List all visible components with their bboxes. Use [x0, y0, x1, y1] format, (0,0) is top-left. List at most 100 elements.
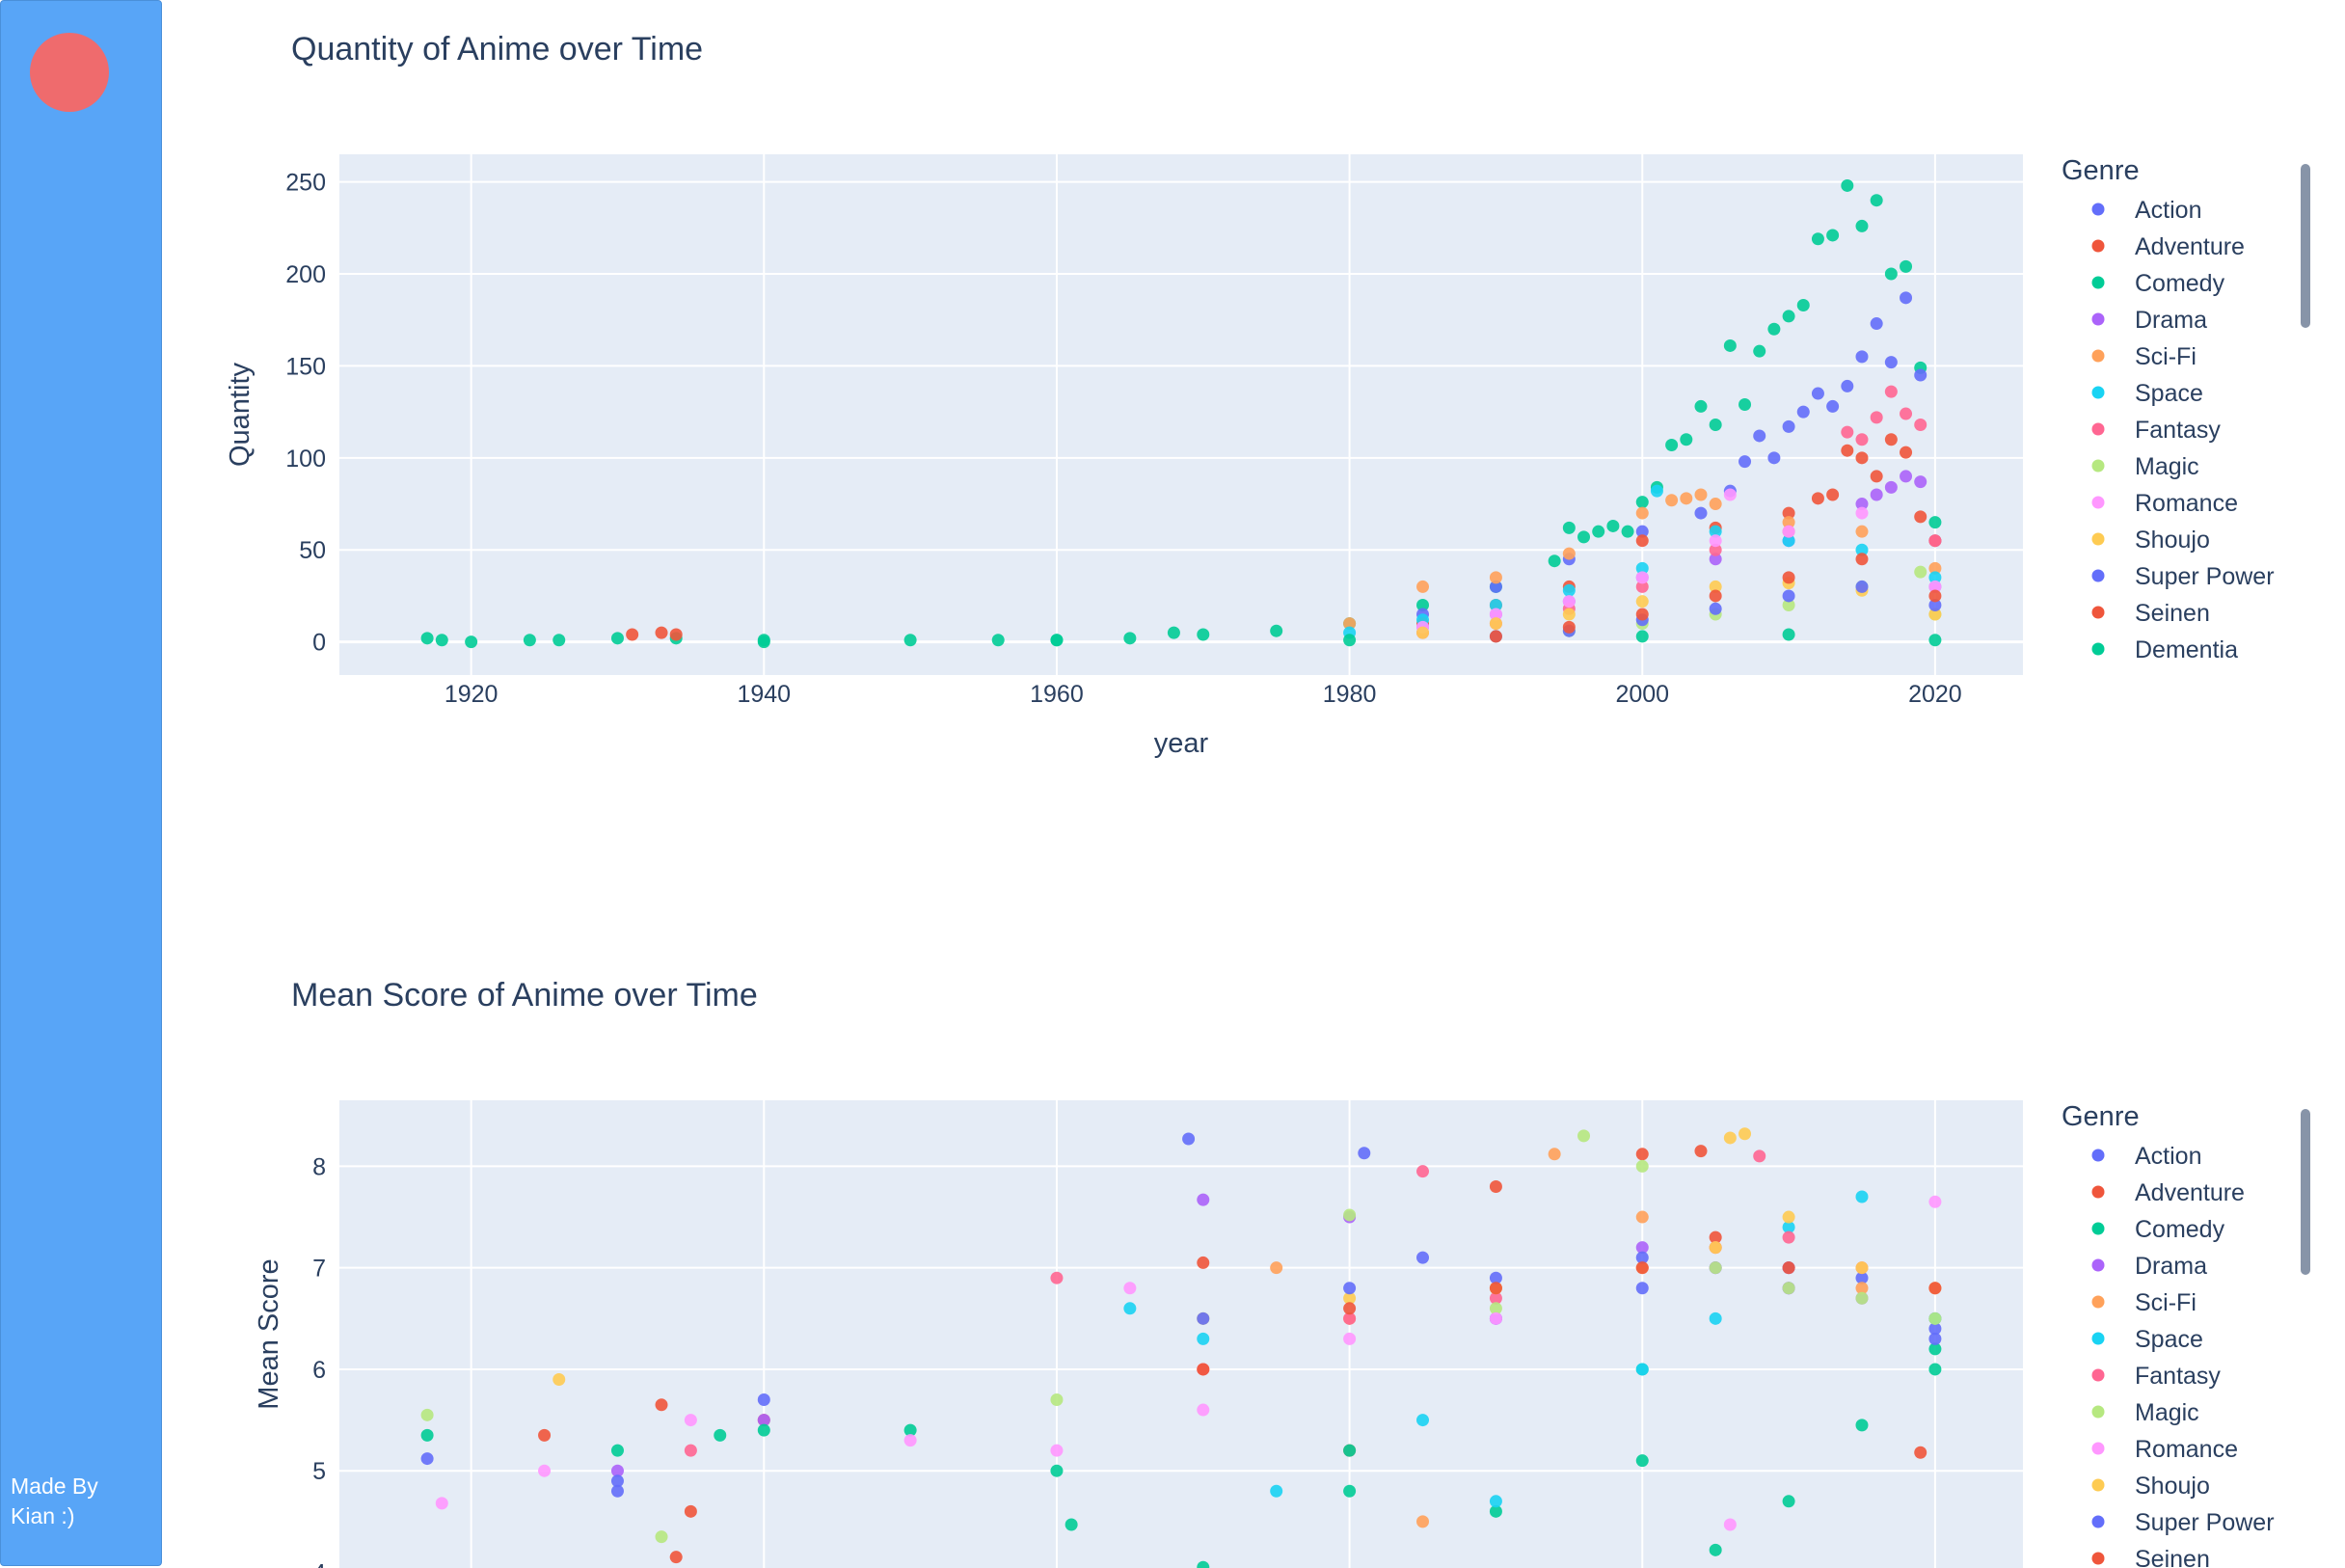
data-point[interactable]	[435, 634, 448, 647]
data-point[interactable]	[1928, 534, 1942, 548]
data-point[interactable]	[1577, 530, 1591, 544]
data-point[interactable]	[1065, 1518, 1078, 1531]
data-point[interactable]	[1489, 1495, 1502, 1508]
data-point[interactable]	[1635, 534, 1649, 548]
data-point[interactable]	[903, 1434, 917, 1447]
data-point[interactable]	[1694, 506, 1708, 520]
data-point[interactable]	[1635, 506, 1649, 520]
data-point[interactable]	[626, 628, 639, 641]
data-point[interactable]	[1884, 480, 1898, 494]
data-point[interactable]	[1782, 1261, 1795, 1275]
data-point[interactable]	[1900, 407, 1913, 420]
data-point[interactable]	[1855, 1261, 1869, 1275]
data-point[interactable]	[1782, 628, 1795, 641]
data-point[interactable]	[1723, 1518, 1737, 1531]
data-point[interactable]	[1884, 356, 1898, 369]
data-point[interactable]	[420, 1452, 434, 1466]
data-point[interactable]	[1900, 259, 1913, 273]
data-point[interactable]	[1694, 1145, 1708, 1158]
data-point[interactable]	[1870, 411, 1883, 424]
data-point[interactable]	[1753, 429, 1766, 443]
data-point[interactable]	[1928, 571, 1942, 584]
legend-item[interactable]: Magic	[2091, 453, 2199, 480]
data-point[interactable]	[1680, 433, 1693, 446]
data-point[interactable]	[903, 634, 917, 647]
data-point[interactable]	[1709, 1261, 1722, 1275]
data-point[interactable]	[1548, 554, 1561, 568]
data-point[interactable]	[1841, 379, 1854, 392]
data-point[interactable]	[1739, 1127, 1752, 1141]
data-point[interactable]	[1635, 608, 1649, 621]
data-point[interactable]	[1855, 1282, 1869, 1295]
data-point[interactable]	[1343, 1332, 1357, 1345]
data-point[interactable]	[610, 632, 624, 645]
data-point[interactable]	[1709, 602, 1722, 615]
data-point[interactable]	[1928, 1363, 1942, 1376]
data-point[interactable]	[1635, 1159, 1649, 1173]
legend-item[interactable]: Sci-Fi	[2091, 1289, 2197, 1316]
data-point[interactable]	[669, 628, 683, 641]
legend-item[interactable]: Space	[2091, 380, 2203, 407]
data-point[interactable]	[1914, 565, 1927, 579]
data-point[interactable]	[757, 635, 770, 649]
data-point[interactable]	[1855, 580, 1869, 593]
data-point[interactable]	[1343, 1484, 1357, 1498]
data-point[interactable]	[1753, 1149, 1766, 1163]
legend-item[interactable]: Fantasy	[2091, 417, 2222, 444]
data-point[interactable]	[1489, 630, 1502, 643]
data-point[interactable]	[1123, 1302, 1137, 1315]
data-point[interactable]	[1841, 425, 1854, 439]
data-point[interactable]	[1709, 1543, 1722, 1556]
data-point[interactable]	[1416, 1251, 1430, 1264]
data-point[interactable]	[1197, 1363, 1210, 1376]
data-point[interactable]	[1782, 525, 1795, 538]
data-point[interactable]	[1197, 1403, 1210, 1417]
data-point[interactable]	[1635, 561, 1649, 575]
data-point[interactable]	[1723, 338, 1737, 352]
data-point[interactable]	[1489, 1179, 1502, 1193]
data-point[interactable]	[1723, 1131, 1737, 1145]
data-point[interactable]	[1197, 1560, 1210, 1568]
data-point[interactable]	[1914, 368, 1927, 382]
data-point[interactable]	[1489, 598, 1502, 611]
data-point[interactable]	[1928, 1311, 1942, 1325]
data-point[interactable]	[1709, 580, 1722, 593]
data-point[interactable]	[1928, 1332, 1942, 1345]
data-point[interactable]	[1416, 626, 1430, 639]
data-point[interactable]	[523, 634, 536, 647]
data-point[interactable]	[1928, 1282, 1942, 1295]
data-point[interactable]	[1416, 1165, 1430, 1178]
data-point[interactable]	[1635, 1454, 1649, 1468]
data-point[interactable]	[1694, 488, 1708, 501]
data-point[interactable]	[1928, 1195, 1942, 1208]
legend-item[interactable]: Sci-Fi	[2091, 343, 2197, 370]
data-point[interactable]	[1123, 1282, 1137, 1295]
data-point[interactable]	[1855, 553, 1869, 566]
legend-item[interactable]: Shoujo	[2091, 1473, 2210, 1500]
data-point[interactable]	[1416, 1414, 1430, 1427]
data-point[interactable]	[1050, 1271, 1064, 1284]
data-point[interactable]	[1709, 543, 1722, 556]
data-point[interactable]	[1562, 583, 1576, 597]
data-point[interactable]	[1197, 1311, 1210, 1325]
data-point[interactable]	[1782, 1221, 1795, 1234]
data-point[interactable]	[1928, 1322, 1942, 1336]
data-point[interactable]	[714, 1428, 727, 1442]
legend-item[interactable]: Dementia	[2091, 636, 2239, 663]
data-point[interactable]	[655, 626, 668, 639]
data-point[interactable]	[1811, 387, 1824, 400]
data-point[interactable]	[1753, 344, 1766, 358]
data-point[interactable]	[1782, 310, 1795, 323]
data-point[interactable]	[1782, 1230, 1795, 1244]
data-point[interactable]	[1870, 470, 1883, 483]
data-point[interactable]	[1782, 534, 1795, 548]
legend-item[interactable]: Fantasy	[2091, 1363, 2222, 1390]
data-point[interactable]	[684, 1414, 697, 1427]
data-point[interactable]	[1709, 589, 1722, 603]
data-point[interactable]	[1855, 451, 1869, 465]
data-point[interactable]	[1855, 1190, 1869, 1203]
data-point[interactable]	[1123, 632, 1137, 645]
data-point[interactable]	[1928, 561, 1942, 575]
data-point[interactable]	[1855, 350, 1869, 364]
data-point[interactable]	[1855, 498, 1869, 511]
